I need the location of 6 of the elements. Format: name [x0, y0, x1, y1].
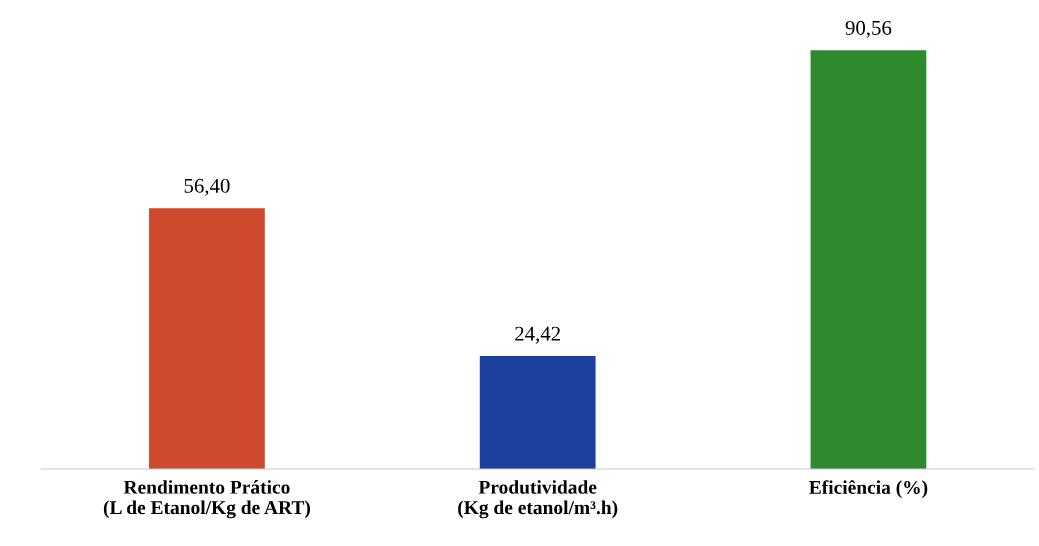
x-tick-label: Produtividade (Kg de etanol/m³.h): [458, 480, 618, 519]
data-label: 24,42: [515, 326, 560, 344]
data-label: 90,56: [845, 20, 892, 38]
data-label: 56,40: [184, 178, 230, 196]
x-tick-label: Rendimento Prático (L de Etanol/Kg de ART): [103, 480, 310, 519]
x-tick-label: Eficiência (%): [809, 480, 928, 498]
